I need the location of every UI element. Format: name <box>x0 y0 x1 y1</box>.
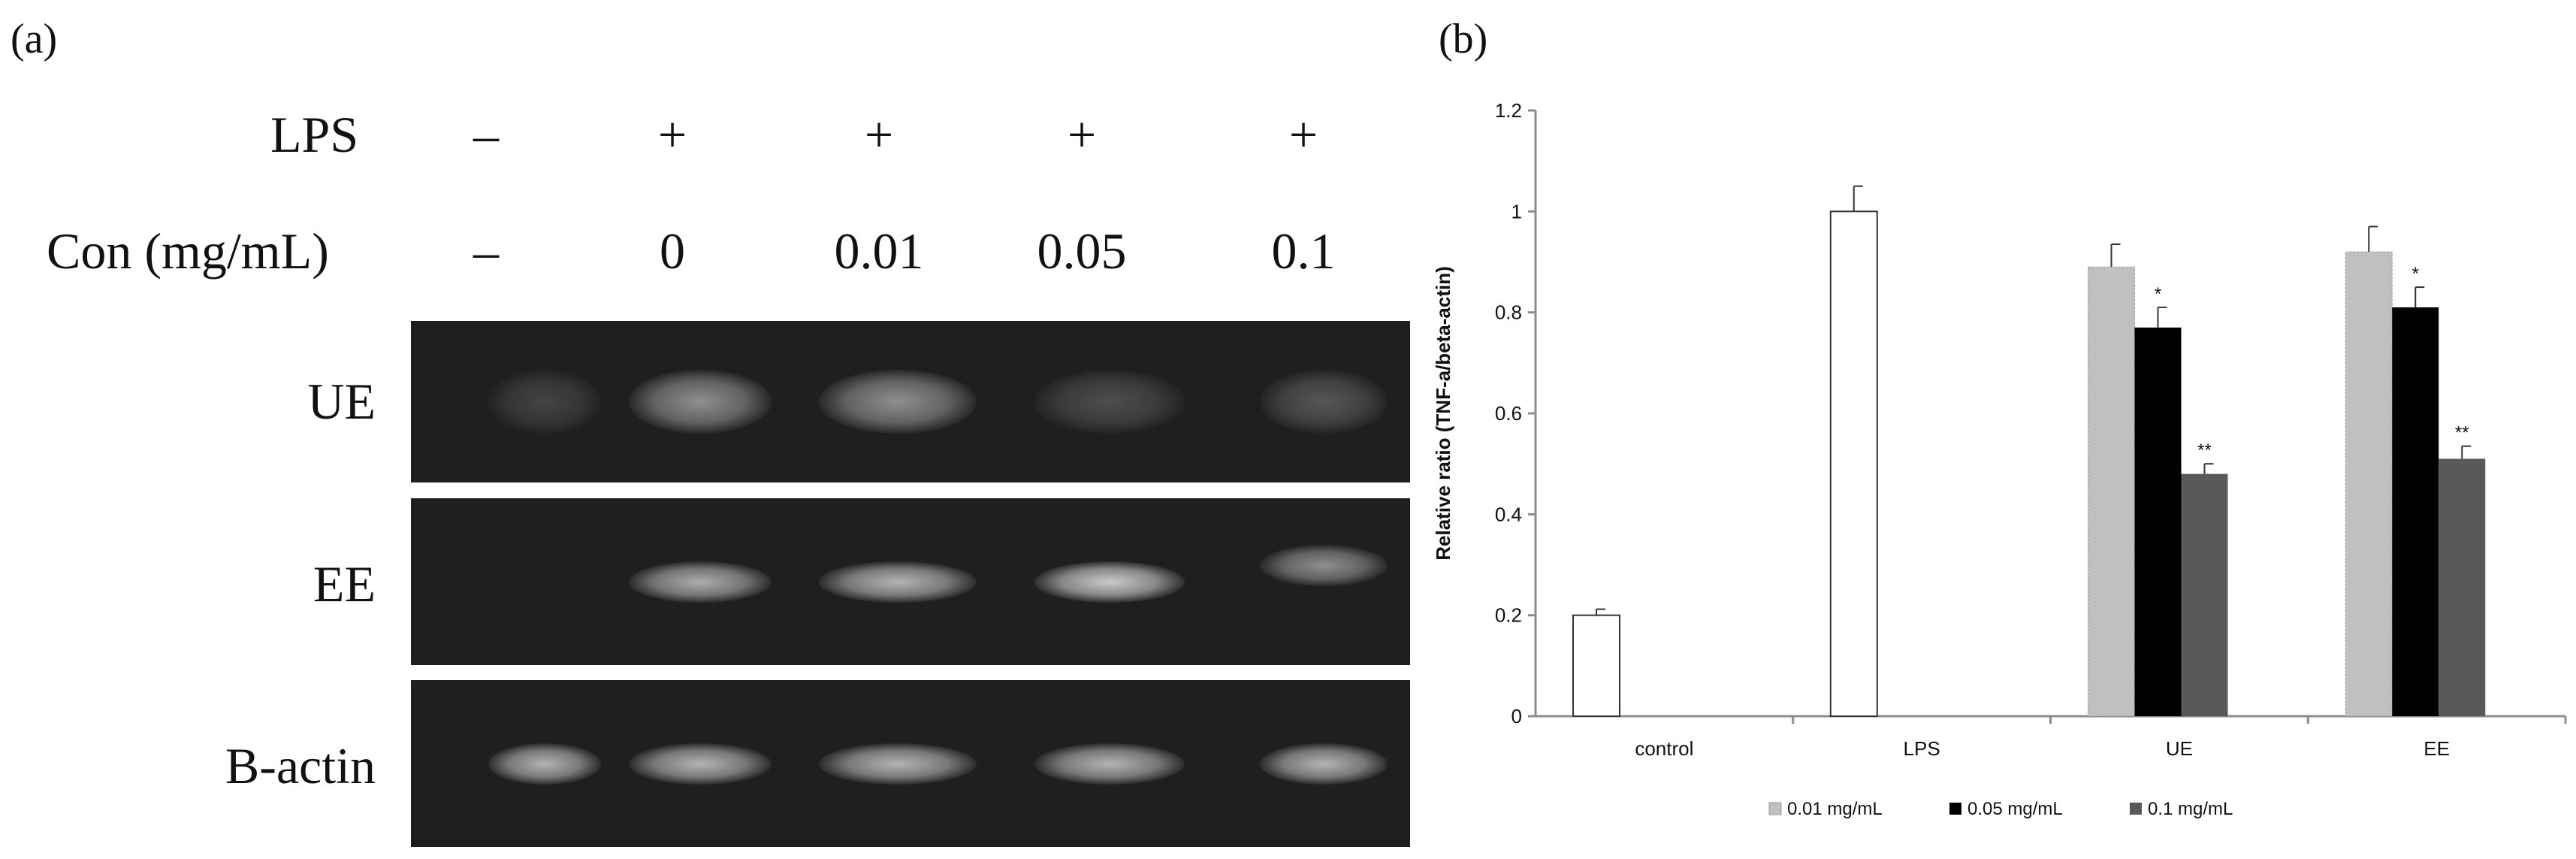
gel-header-con: Con (mg/mL) <box>47 222 329 280</box>
legend-label: 0.01 mg/mL <box>1787 799 1883 819</box>
bar-ue-series-2 <box>2134 327 2182 717</box>
bar-ee-series-2 <box>2392 307 2439 716</box>
panel-label-a: (a) <box>11 16 58 62</box>
gel-image-ee <box>411 498 1410 665</box>
gel-band <box>1260 544 1388 586</box>
x-tick-label: UE <box>2166 737 2193 760</box>
bar-lps <box>1829 210 1878 718</box>
gel-row-label-b-actin: B-actin <box>225 737 376 794</box>
lps-lane-2: + <box>657 106 687 163</box>
lps-lane-4: + <box>1067 106 1097 163</box>
bars: ****** <box>1572 185 2486 718</box>
bar-ee-series-3 <box>2439 458 2486 716</box>
legend-swatch <box>2130 803 2142 815</box>
y-tick-label: 0 <box>1511 705 1522 727</box>
lps-lane-3: + <box>864 106 894 163</box>
y-tick-label: 0.6 <box>1495 402 1522 425</box>
con-lane-1: – <box>473 222 499 280</box>
significance-mark: ** <box>2455 423 2469 443</box>
gel-image-ue <box>411 321 1410 482</box>
gel-band <box>1260 743 1388 785</box>
bar-chart: 00.20.40.60.811.2 control LPS UE EE ****** … <box>1432 99 2567 819</box>
gel-row-label-ee: EE <box>313 555 376 612</box>
gel-band <box>819 561 977 603</box>
significance-mark: * <box>2155 284 2161 304</box>
legend-label: 0.05 mg/mL <box>1967 799 2063 819</box>
y-ticks: 0 0.2 0.4 0.6 0.8 1 1.2 <box>1495 99 1536 727</box>
gel-band <box>1034 561 1185 603</box>
bar-ee-series-1 <box>2345 251 2393 717</box>
con-lane-3: 0.01 <box>834 222 924 280</box>
gel-band <box>819 370 977 434</box>
gel-row-label-ue: UE <box>307 373 376 430</box>
gel-band <box>1034 370 1185 434</box>
gel-band <box>1034 743 1185 785</box>
gel-band <box>629 370 772 434</box>
con-lane-2: 0 <box>660 222 685 280</box>
gel-band <box>488 370 601 434</box>
con-lane-4: 0.05 <box>1037 222 1127 280</box>
lps-lane-1: – <box>473 106 499 163</box>
gel-band <box>488 743 601 785</box>
con-lane-5: 0.1 <box>1271 222 1336 280</box>
bar-control <box>1572 614 1620 718</box>
bar-ue-series-3 <box>2181 473 2228 716</box>
panel-label-b: (b) <box>1439 16 1488 62</box>
x-tick-label: EE <box>2423 737 2450 760</box>
x-ticks: control LPS UE EE <box>1635 716 2567 760</box>
y-tick-label: 1 <box>1511 200 1522 222</box>
lps-lane-5: + <box>1288 106 1318 163</box>
significance-mark: * <box>2412 264 2419 284</box>
gel-band <box>1260 370 1388 434</box>
y-axis-label: Relative ratio (TNF-a/beta-actin) <box>1432 266 1454 561</box>
y-tick-label: 1.2 <box>1495 99 1522 122</box>
x-tick-label: control <box>1635 737 1693 760</box>
y-tick-label: 0.2 <box>1495 604 1522 627</box>
legend-swatch <box>1949 803 1961 815</box>
legend-swatch <box>1768 802 1782 815</box>
gel-image-b-actin <box>411 680 1410 847</box>
x-tick-label: LPS <box>1904 737 1940 760</box>
y-tick-label: 0.8 <box>1495 301 1522 324</box>
y-tick-label: 0.4 <box>1495 503 1522 525</box>
legend-label: 0.1 mg/mL <box>2148 799 2233 819</box>
significance-mark: ** <box>2197 440 2212 461</box>
bar-ue-series-1 <box>2088 266 2135 717</box>
gel-band <box>629 743 772 785</box>
gel-band <box>819 743 977 785</box>
gel-header-lps: LPS <box>270 106 359 163</box>
gel-band <box>629 561 772 603</box>
legend: 0.01 mg/mL 0.05 mg/mL 0.1 mg/mL <box>1768 799 2233 819</box>
